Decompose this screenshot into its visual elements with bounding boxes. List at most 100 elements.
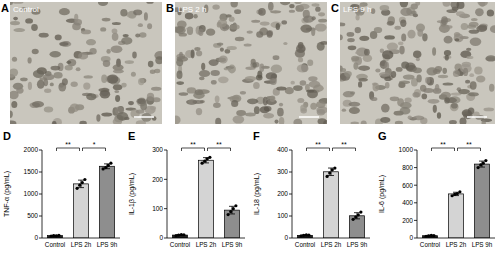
cell [206, 28, 215, 35]
cell [65, 65, 73, 70]
cell [359, 36, 369, 41]
cell [177, 71, 183, 80]
cell [350, 121, 359, 124]
data-point [227, 213, 230, 216]
data-marks [48, 162, 115, 238]
cell [475, 8, 484, 16]
tick-label: 2000 [24, 146, 39, 153]
tick-mark [289, 150, 292, 151]
significance-label: ** [440, 141, 446, 148]
micrograph-background [175, 2, 327, 124]
scale-bar [134, 116, 154, 118]
cell [413, 67, 422, 73]
cell [461, 23, 468, 30]
panel-letter: B [166, 2, 174, 14]
cell [155, 56, 162, 64]
axis-label: TNF-α (pg/mL) [3, 171, 11, 217]
tick-mark [164, 208, 167, 209]
cell [13, 17, 18, 21]
cell [349, 102, 360, 107]
cell [465, 80, 470, 84]
micrograph-texture [175, 2, 327, 124]
cell [144, 12, 148, 20]
data-point [354, 216, 357, 219]
category-label: Control [170, 241, 190, 248]
cell [373, 83, 380, 92]
cell [201, 63, 205, 71]
cell [388, 16, 395, 25]
cell [247, 98, 258, 104]
panel-letter: E [128, 130, 135, 142]
cell [347, 32, 355, 37]
cell [193, 92, 204, 99]
cell [12, 57, 17, 62]
data-point [203, 160, 206, 163]
cell [379, 72, 390, 77]
tick-label: 0 [284, 234, 288, 241]
significance-bracket [432, 148, 455, 151]
cell [98, 2, 108, 6]
cell [39, 77, 47, 80]
significance-label: ** [315, 141, 321, 148]
cell [187, 26, 193, 35]
cell [185, 50, 194, 58]
cell [298, 58, 303, 63]
data-point [352, 218, 355, 221]
image-label: LPS 9 h [343, 5, 371, 14]
cell [33, 70, 44, 78]
cell [13, 28, 25, 32]
panel-letter: D [3, 130, 11, 142]
cell [416, 74, 421, 82]
data-point [182, 233, 185, 236]
cell [215, 118, 221, 124]
cell [10, 111, 13, 118]
significance-bracket [458, 148, 481, 151]
cell [316, 101, 325, 108]
tick-mark [39, 172, 42, 173]
cell [476, 76, 485, 83]
cell [408, 116, 412, 120]
cell [358, 78, 368, 82]
cell [281, 20, 287, 24]
error-bar [78, 180, 84, 187]
data-marks [423, 159, 490, 238]
micrograph-texture [10, 2, 162, 124]
tick-mark [289, 172, 292, 173]
cell [463, 68, 468, 76]
cell [86, 39, 96, 45]
significance-label: * [93, 141, 96, 148]
cell [106, 49, 110, 54]
cell [401, 34, 406, 42]
cell [340, 68, 346, 72]
data-point [109, 162, 112, 165]
category-label: Control [45, 241, 65, 248]
tick-mark [414, 150, 417, 151]
cell [120, 9, 127, 17]
cell [407, 30, 415, 39]
micrograph-background [340, 2, 495, 124]
tick-label: 400 [402, 199, 413, 206]
cell [107, 75, 118, 84]
axis-label: IL-18 (pg/mL) [253, 173, 261, 215]
significance-bracket [57, 148, 80, 151]
cell [54, 72, 63, 78]
cell [251, 20, 260, 23]
cell [387, 21, 394, 26]
cell [74, 14, 78, 22]
cell [112, 33, 119, 41]
cell [390, 96, 399, 101]
data-marks [298, 166, 365, 238]
cell [51, 66, 61, 71]
cell [135, 33, 140, 37]
cell [245, 113, 256, 117]
tick-label: 600 [402, 182, 413, 189]
cell [114, 90, 119, 93]
cell [267, 31, 273, 38]
cell [39, 33, 49, 38]
cell [60, 41, 71, 47]
y-axis [292, 150, 293, 238]
cell [444, 97, 450, 103]
cell [300, 24, 312, 32]
cell [225, 49, 231, 54]
cell [422, 33, 427, 41]
